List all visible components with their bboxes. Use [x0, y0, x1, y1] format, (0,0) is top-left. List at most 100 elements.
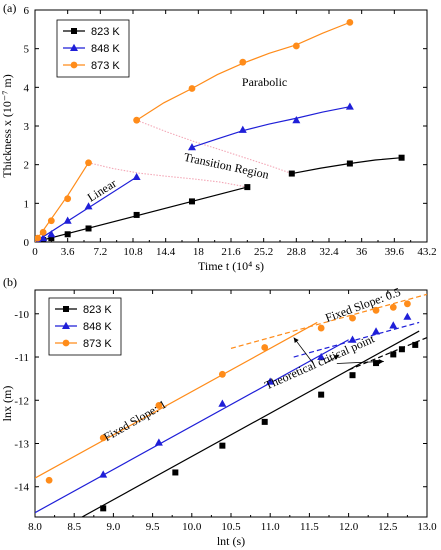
data-point: [239, 58, 247, 66]
data-point: [404, 300, 411, 308]
data-point: [266, 377, 275, 385]
x-tick-label: 8.5: [67, 521, 81, 533]
data-point: [47, 217, 55, 225]
x-tick-label: 10.5: [221, 521, 241, 533]
data-point: [346, 18, 354, 26]
y-tick-label: -11: [15, 352, 29, 364]
legend-swatch-marker: [63, 306, 69, 312]
plot-area: [35, 18, 405, 242]
data-point: [188, 85, 196, 92]
y-tick-label: 4: [24, 82, 30, 94]
arrow-head: [378, 359, 384, 365]
x-tick-label: 25.2: [254, 246, 273, 258]
x-tick-label: 10.8: [123, 246, 143, 258]
data-point: [318, 391, 325, 398]
data-point: [390, 351, 397, 358]
legend-swatch-marker: [70, 43, 78, 51]
y-tick-label: 0: [24, 237, 30, 249]
series-fit-line: [191, 106, 350, 148]
data-point: [348, 335, 357, 343]
y-tick-label: -12: [14, 395, 29, 407]
data-point: [218, 399, 227, 407]
data-point: [132, 172, 141, 181]
y-tick-label: -10: [14, 309, 29, 321]
x-tick-label: 10.0: [182, 521, 202, 533]
data-point: [172, 469, 179, 476]
data-point: [261, 418, 268, 425]
x-tick-label: 12.0: [339, 521, 359, 533]
data-point: [372, 306, 380, 314]
data-point: [349, 372, 356, 379]
data-point: [238, 125, 247, 133]
data-point: [99, 470, 108, 478]
data-point: [48, 235, 55, 242]
legend-swatch-marker: [62, 339, 70, 347]
y-axis-title: lnx (m): [0, 386, 14, 422]
x-tick-label: 36: [356, 246, 368, 258]
slope05-fit-line: [293, 321, 420, 358]
critical-point-arrow: [293, 337, 314, 364]
legend-entry: 848 K: [83, 321, 112, 333]
legend-swatch-marker: [70, 61, 78, 69]
x-tick-label: 32.4: [319, 246, 339, 258]
x-tick-label: 28.8: [287, 246, 307, 258]
slope05-fit-line: [348, 337, 427, 371]
data-point: [85, 225, 92, 232]
x-axis-title: Time t (10⁴ s): [198, 259, 264, 273]
annotation: Fixed Slope: 1: [101, 397, 169, 444]
y-tick-label: -13: [14, 438, 29, 450]
data-point: [403, 312, 412, 320]
data-point: [64, 195, 72, 203]
data-point: [35, 234, 42, 242]
y-tick-label: 5: [24, 44, 30, 56]
x-tick-label: 39.6: [385, 246, 405, 258]
slope1-fit-line: [35, 339, 349, 514]
y-tick-label: 6: [24, 5, 30, 17]
data-point: [346, 160, 353, 167]
data-point: [317, 324, 325, 332]
x-tick-label: 3.6: [61, 246, 75, 258]
data-point: [155, 402, 163, 409]
x-tick-label: 43.2: [417, 246, 436, 258]
legend-entry: 848 K: [91, 43, 120, 55]
annotation: Fixed Slope: 0.5: [323, 285, 402, 325]
arrow-head: [333, 354, 340, 360]
annotation: Transition Region: [183, 150, 271, 182]
annotation: Theoretical critical point: [263, 331, 378, 392]
data-point: [39, 233, 48, 242]
data-point: [389, 321, 398, 329]
x-tick-label: 14.4: [156, 246, 176, 258]
data-point: [45, 476, 53, 484]
y-axis-title: Thickness x (10⁻⁷ m): [0, 74, 14, 178]
data-point: [292, 116, 301, 124]
legend-entry: 873 K: [83, 338, 112, 350]
data-point: [261, 344, 269, 351]
data-point: [373, 360, 380, 367]
data-point: [187, 143, 196, 151]
data-point: [292, 42, 300, 50]
data-point: [154, 438, 163, 446]
data-point: [63, 216, 72, 224]
data-point: [349, 314, 356, 322]
slope05-fit-line: [230, 293, 427, 349]
x-tick-label: 11.5: [300, 521, 319, 533]
data-point: [84, 202, 93, 210]
data-point: [412, 341, 419, 348]
data-point: [39, 228, 47, 236]
data-point: [99, 434, 107, 442]
data-point: [389, 303, 397, 311]
panel-label: (b): [3, 275, 17, 289]
chart-panel-b: 8.0 8.5 9.0 9.5 10.0 10.5 11.0 11.5 12.0 12.5 13.0…: [0, 275, 437, 548]
x-tick-label: 0: [32, 246, 38, 258]
data-point: [133, 211, 140, 218]
annotation: Linear: [85, 176, 119, 204]
data-point: [133, 116, 141, 124]
x-tick-label: 21.6: [221, 246, 241, 258]
series-fit-line: [136, 21, 351, 121]
x-tick-label: 8.0: [28, 521, 42, 533]
x-tick-label: 13.0: [417, 521, 437, 533]
y-tick-label: 3: [24, 121, 30, 133]
x-tick-label: 18: [193, 246, 205, 258]
x-tick-label: 11.0: [261, 521, 280, 533]
